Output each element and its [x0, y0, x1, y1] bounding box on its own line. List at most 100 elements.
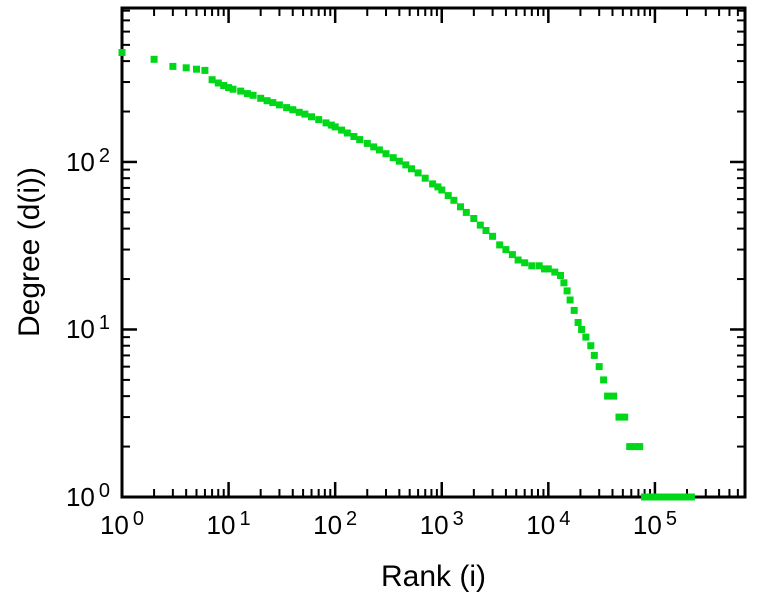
data-point — [582, 333, 590, 341]
data-point — [269, 99, 277, 107]
data-point — [356, 136, 364, 144]
data-point — [566, 296, 574, 304]
data-point — [289, 106, 297, 114]
data-point — [651, 493, 659, 501]
data-point — [610, 392, 618, 400]
tick-exponent: 1 — [98, 312, 110, 335]
data-point — [462, 208, 470, 216]
data-point — [595, 363, 603, 371]
data-point — [395, 157, 403, 165]
tick-exponent: 2 — [346, 508, 358, 530]
tick-base: 10 — [99, 510, 129, 540]
data-point — [657, 493, 665, 501]
data-point — [275, 101, 283, 109]
axes-frame — [120, 6, 747, 499]
data-point — [444, 192, 452, 200]
data-point — [375, 146, 383, 154]
data-point — [331, 123, 339, 131]
y-tick-label: 10 2 — [32, 146, 110, 175]
y-axis-label: Degree (d(i)) — [13, 166, 46, 338]
data-point — [327, 121, 335, 129]
data-point — [237, 87, 245, 95]
data-point — [489, 232, 497, 240]
data-point — [214, 79, 222, 87]
data-point — [438, 186, 446, 194]
data-point — [604, 392, 612, 400]
data-point — [541, 265, 548, 273]
data-point — [470, 215, 478, 222]
data-point — [283, 104, 291, 112]
data-point — [301, 110, 309, 118]
data-point — [429, 180, 437, 188]
tick-exponent: 0 — [98, 480, 110, 502]
data-point — [663, 493, 671, 501]
data-point — [563, 287, 571, 295]
data-point — [308, 113, 315, 121]
data-point — [636, 443, 644, 451]
data-point — [600, 376, 608, 384]
data-point — [578, 326, 586, 333]
data-point — [389, 154, 397, 162]
data-point — [551, 268, 559, 276]
tick-exponent: 1 — [239, 508, 251, 530]
tick-base: 10 — [632, 510, 662, 540]
data-point — [263, 97, 271, 105]
data-point — [496, 241, 504, 249]
data-point — [402, 161, 410, 169]
data-point — [257, 94, 265, 102]
data-point — [338, 126, 346, 134]
data-point — [363, 139, 371, 147]
data-point — [682, 493, 690, 501]
data-point — [535, 262, 543, 270]
x-tick-label: 10 5 — [615, 509, 695, 538]
data-point — [450, 196, 458, 204]
data-point — [382, 150, 390, 158]
data-point — [243, 90, 251, 98]
data-point — [476, 221, 484, 229]
data-point — [687, 493, 695, 501]
data-point — [502, 246, 510, 254]
data-point — [229, 85, 237, 93]
data-point — [182, 64, 190, 72]
data-point — [201, 66, 209, 74]
data-point — [646, 493, 654, 501]
data-point — [521, 259, 529, 267]
data-point — [169, 62, 177, 70]
tick-exponent: 4 — [559, 508, 571, 530]
data-point — [434, 183, 442, 191]
x-axis-label: Rank (i) — [380, 560, 486, 593]
data-point — [557, 272, 564, 279]
tick-base: 10 — [65, 146, 95, 177]
data-point — [621, 413, 629, 421]
data-point — [570, 306, 578, 314]
data-point — [676, 493, 683, 501]
data-point — [508, 251, 516, 259]
x-tick-label: 10 3 — [402, 509, 482, 538]
data-point — [295, 108, 303, 116]
data-point — [482, 227, 490, 234]
data-point — [590, 351, 598, 359]
data-point — [322, 119, 330, 127]
data-point — [626, 443, 634, 451]
data-point — [528, 262, 536, 270]
tick-base: 10 — [65, 314, 95, 345]
data-point — [414, 169, 422, 177]
data-point — [220, 82, 228, 89]
data-point — [670, 493, 678, 501]
data-point — [343, 129, 351, 137]
data-point — [641, 493, 649, 501]
data-point — [560, 279, 568, 287]
tick-base: 10 — [65, 482, 95, 512]
data-point — [193, 65, 200, 73]
data-point — [370, 143, 378, 151]
data-point — [574, 319, 582, 326]
data-point — [350, 133, 358, 140]
data-point — [631, 443, 639, 451]
data-point — [457, 203, 464, 211]
tick-base: 10 — [526, 510, 556, 540]
data-point — [544, 265, 552, 273]
data-point — [615, 413, 623, 421]
y-tick-label: 10 1 — [32, 313, 110, 342]
